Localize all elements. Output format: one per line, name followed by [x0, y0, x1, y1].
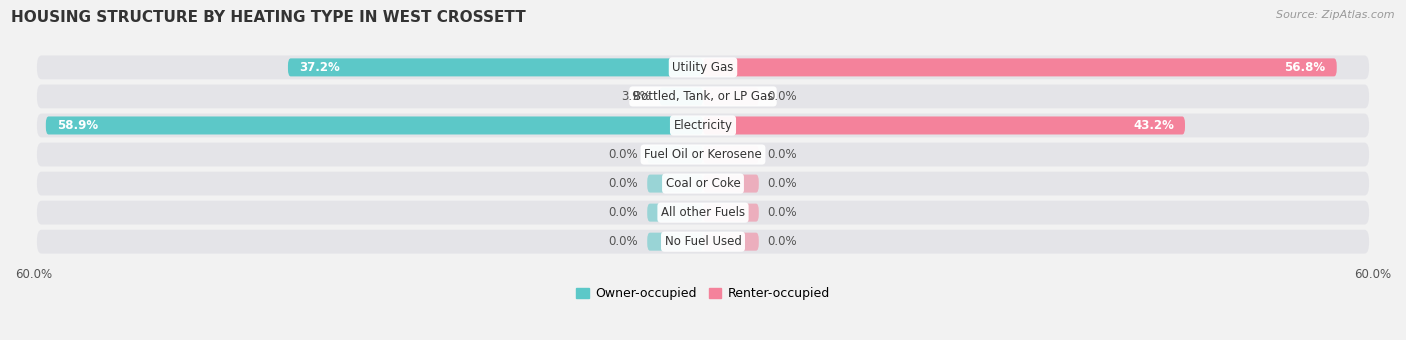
Text: Electricity: Electricity: [673, 119, 733, 132]
Text: 0.0%: 0.0%: [768, 148, 797, 161]
Text: Fuel Oil or Kerosene: Fuel Oil or Kerosene: [644, 148, 762, 161]
Text: 3.9%: 3.9%: [621, 90, 651, 103]
Text: HOUSING STRUCTURE BY HEATING TYPE IN WEST CROSSETT: HOUSING STRUCTURE BY HEATING TYPE IN WES…: [11, 10, 526, 25]
FancyBboxPatch shape: [703, 233, 759, 251]
FancyBboxPatch shape: [288, 58, 703, 76]
Text: 0.0%: 0.0%: [609, 235, 638, 248]
FancyBboxPatch shape: [703, 204, 759, 222]
Text: 56.8%: 56.8%: [1285, 61, 1326, 74]
FancyBboxPatch shape: [703, 87, 759, 105]
FancyBboxPatch shape: [647, 146, 703, 164]
Text: 0.0%: 0.0%: [768, 90, 797, 103]
Text: Source: ZipAtlas.com: Source: ZipAtlas.com: [1277, 10, 1395, 20]
Text: 0.0%: 0.0%: [609, 177, 638, 190]
FancyBboxPatch shape: [647, 233, 703, 251]
FancyBboxPatch shape: [703, 58, 1337, 76]
FancyBboxPatch shape: [46, 117, 703, 135]
Text: 43.2%: 43.2%: [1133, 119, 1174, 132]
FancyBboxPatch shape: [703, 174, 759, 192]
Text: Utility Gas: Utility Gas: [672, 61, 734, 74]
FancyBboxPatch shape: [659, 87, 703, 105]
FancyBboxPatch shape: [37, 172, 1369, 195]
Text: 58.9%: 58.9%: [58, 119, 98, 132]
Text: 0.0%: 0.0%: [609, 206, 638, 219]
FancyBboxPatch shape: [37, 55, 1369, 79]
Text: All other Fuels: All other Fuels: [661, 206, 745, 219]
FancyBboxPatch shape: [647, 174, 703, 192]
Text: 0.0%: 0.0%: [609, 148, 638, 161]
FancyBboxPatch shape: [37, 142, 1369, 167]
Text: 0.0%: 0.0%: [768, 235, 797, 248]
Text: 37.2%: 37.2%: [299, 61, 340, 74]
Text: No Fuel Used: No Fuel Used: [665, 235, 741, 248]
Text: Bottled, Tank, or LP Gas: Bottled, Tank, or LP Gas: [633, 90, 773, 103]
FancyBboxPatch shape: [37, 201, 1369, 224]
FancyBboxPatch shape: [37, 230, 1369, 254]
FancyBboxPatch shape: [703, 146, 759, 164]
FancyBboxPatch shape: [37, 85, 1369, 108]
FancyBboxPatch shape: [37, 114, 1369, 137]
FancyBboxPatch shape: [647, 204, 703, 222]
Legend: Owner-occupied, Renter-occupied: Owner-occupied, Renter-occupied: [571, 282, 835, 305]
FancyBboxPatch shape: [703, 117, 1185, 135]
Text: 0.0%: 0.0%: [768, 206, 797, 219]
Text: Coal or Coke: Coal or Coke: [665, 177, 741, 190]
Text: 0.0%: 0.0%: [768, 177, 797, 190]
